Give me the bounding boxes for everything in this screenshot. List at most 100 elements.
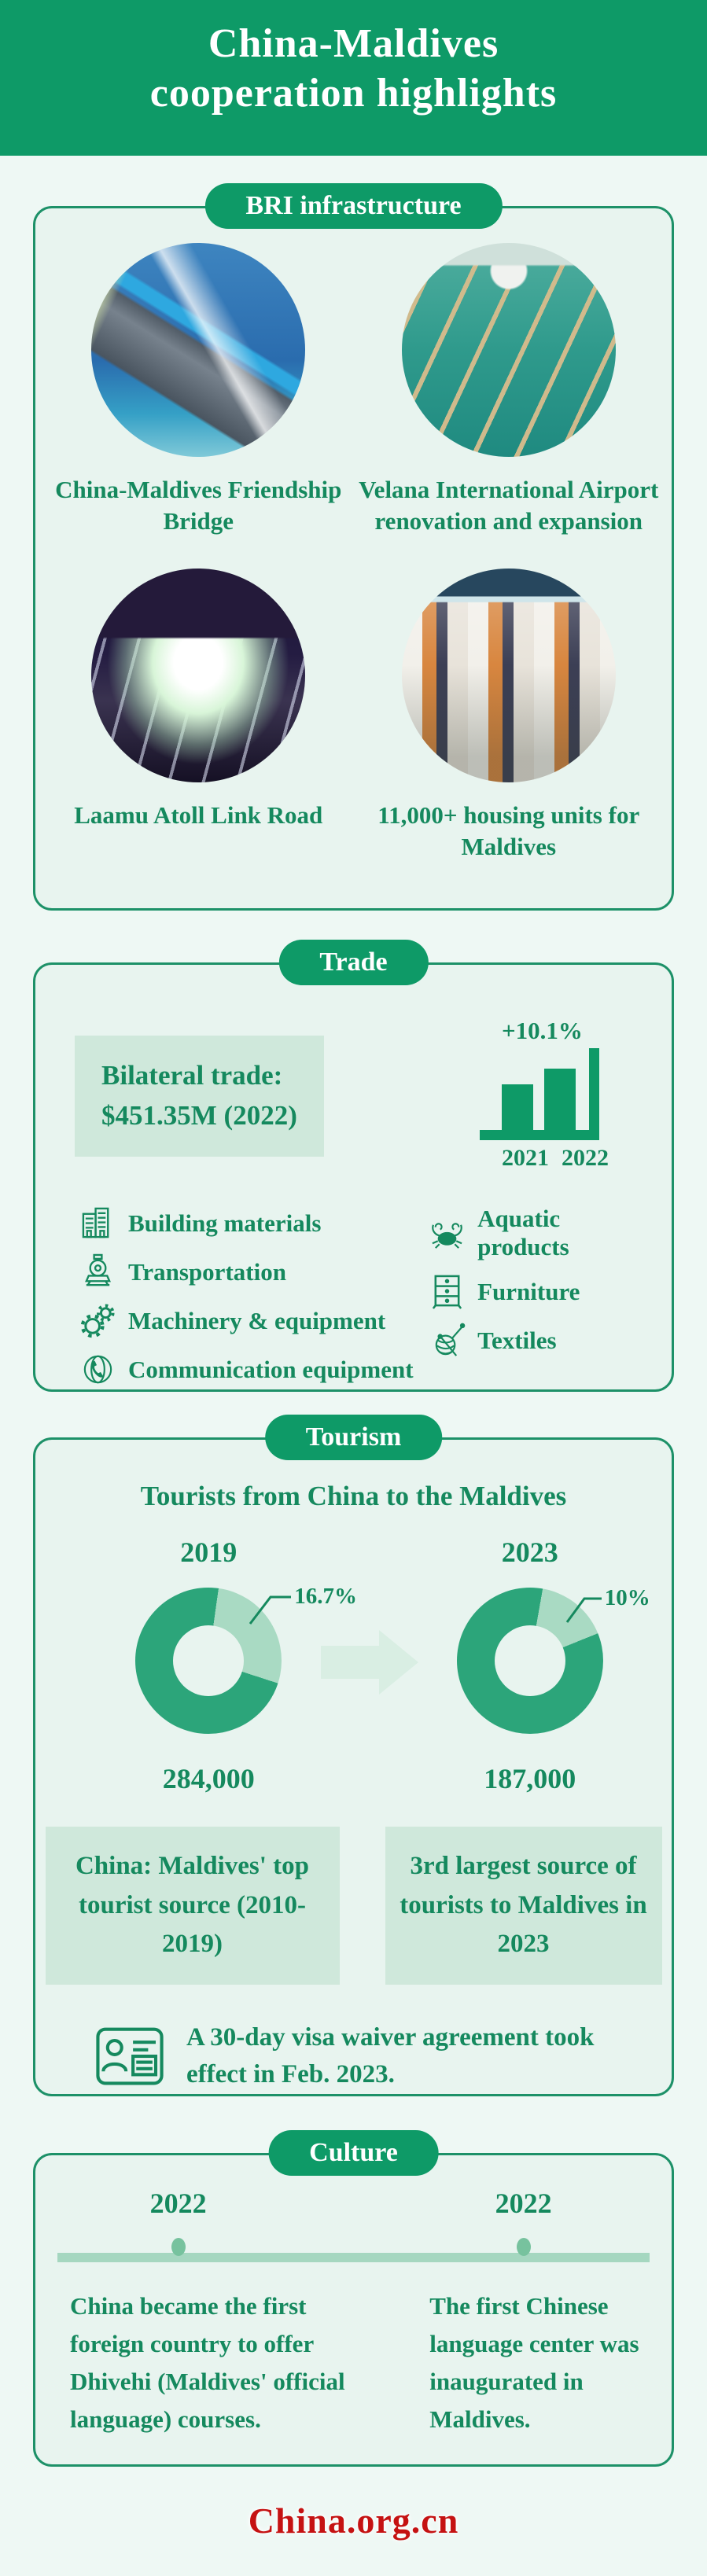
- culture-timeline: [57, 2236, 650, 2263]
- train-icon: [79, 1253, 116, 1290]
- trade-items-right-column: Aquatic products Furnitur: [429, 1205, 656, 1388]
- section-culture: Culture 2022 2022 China became the first…: [33, 2130, 674, 2467]
- trade-item-aquatic: Aquatic products: [429, 1205, 656, 1261]
- section-trade: Trade Bilateral trade: $451.35M (2022) +…: [33, 940, 674, 1392]
- culture-event-dhivehi: China became the first foreign country t…: [70, 2292, 345, 2434]
- bri-item-road: Laamu Atoll Link Road: [43, 569, 354, 867]
- culture-section-badge: Culture: [268, 2130, 439, 2177]
- tourism-notes-row: China: Maldives' top tourist source (201…: [35, 1827, 672, 1985]
- trade-item-label: Communication equipment: [128, 1355, 414, 1383]
- trade-items-left-column: Building materials Transportation: [79, 1205, 429, 1388]
- bilateral-trade-label: Bilateral trade:: [101, 1060, 283, 1091]
- tourism-heading: Tourists from China to the Maldives: [140, 1481, 567, 1511]
- note-third-largest-source: 3rd largest source of tourists to Maldiv…: [385, 1827, 662, 1985]
- donut-callout-2023: 10%: [564, 1585, 650, 1624]
- trade-item-building-materials: Building materials: [79, 1205, 429, 1242]
- tourism-card: Tourists from China to the Maldives 2019…: [33, 1437, 674, 2097]
- bilateral-trade-box: Bilateral trade: $451.35M (2022): [75, 1036, 324, 1157]
- timeline-dot-left: [171, 2238, 186, 2257]
- chart-horizontal-axis: [480, 1130, 599, 1140]
- bri-caption-road: Laamu Atoll Link Road: [74, 801, 323, 829]
- bar-label-2022: 2022: [562, 1145, 609, 1171]
- brand-logo: China.org.cn: [248, 2501, 459, 2541]
- trade-growth-label: +10.1%: [502, 1017, 583, 1044]
- bar-2022: [544, 1069, 576, 1130]
- arrow-head: [378, 1630, 418, 1695]
- drawers-icon: [429, 1273, 466, 1310]
- timeline-dot-right: [516, 2238, 531, 2257]
- laamu-link-road-photo: [91, 569, 306, 782]
- tourist-total-2019: 284,000: [162, 1763, 255, 1794]
- bri-section-badge: BRI infrastructure: [204, 183, 503, 229]
- bri-caption-housing: 11,000+ housing units for Maldives: [377, 801, 640, 860]
- culture-years-row: 2022 2022: [57, 2187, 650, 2225]
- section-tourism: Tourism Tourists from China to the Maldi…: [33, 1415, 674, 2097]
- bar-plot: [502, 1048, 599, 1130]
- arrow-shaft: [320, 1646, 379, 1679]
- bri-caption-airport: Velana International Airport renovation …: [359, 476, 659, 535]
- page-title: China-Maldives cooperation highlights: [0, 19, 707, 119]
- donut-year-2019: 2019: [180, 1536, 238, 1568]
- friendship-bridge-photo: [91, 243, 306, 457]
- housing-units-photo: [401, 569, 616, 782]
- donut-block-2023: 2023 10% 187,000: [418, 1536, 650, 1795]
- bri-item-airport: Velana International Airport renovation …: [354, 243, 665, 542]
- visa-note: A 30-day visa waiver agreement took effe…: [186, 2022, 595, 2089]
- tourist-total-2023: 187,000: [484, 1763, 576, 1794]
- trade-item-machinery: Machinery & equipment: [79, 1302, 429, 1339]
- building-icon: [79, 1205, 116, 1242]
- share-label-2023: 10%: [604, 1585, 650, 1610]
- trade-item-label: Textiles: [477, 1326, 557, 1354]
- trade-item-transportation: Transportation: [79, 1253, 429, 1290]
- trade-item-label: Machinery & equipment: [128, 1306, 386, 1334]
- donut-block-2019: 2019 16.7% 284,000: [97, 1536, 357, 1795]
- yarn-icon: [429, 1322, 466, 1359]
- culture-year-right: 2022: [495, 2188, 552, 2220]
- chart-vertical-axis: [589, 1048, 599, 1130]
- bri-card: China-Maldives Friendship Bridge Velana …: [33, 206, 674, 911]
- trade-item-label: Aquatic products: [477, 1205, 569, 1260]
- timeline-bar: [57, 2253, 650, 2263]
- culture-year-left: 2022: [149, 2188, 207, 2220]
- donut-callout-2019: 16.7%: [247, 1584, 357, 1625]
- donut-wrap-2023: 10%: [456, 1585, 650, 1734]
- velana-airport-photo: [401, 243, 616, 457]
- crab-icon: [429, 1215, 466, 1252]
- header-band: China-Maldives cooperation highlights: [0, 0, 707, 156]
- page-title-line1: China-Maldives: [208, 21, 499, 66]
- bar-2021: [502, 1084, 533, 1130]
- tourism-section-badge: Tourism: [264, 1415, 443, 1460]
- trade-item-textiles: Textiles: [429, 1322, 656, 1359]
- bri-item-housing: 11,000+ housing units for Maldives: [354, 569, 665, 867]
- note-top-tourist-source: China: Maldives' top tourist source (201…: [45, 1827, 340, 1985]
- donut-row: 2019 16.7% 284,000 2023: [35, 1512, 672, 1795]
- callout-line: [565, 1597, 602, 1623]
- trade-item-furniture: Furniture: [429, 1273, 656, 1310]
- bar-label-2021: 2021: [502, 1145, 549, 1171]
- trade-item-communication: Communication equipment: [79, 1351, 429, 1388]
- trade-bar-chart: +10.1% 2021 2022: [480, 1017, 609, 1172]
- trade-item-label: Furniture: [477, 1277, 580, 1305]
- bri-item-bridge: China-Maldives Friendship Bridge: [43, 243, 354, 542]
- telephone-globe-icon: [79, 1351, 116, 1388]
- arrow-right-icon: [320, 1630, 418, 1695]
- trade-item-label: Building materials: [128, 1209, 322, 1237]
- donut-year-2023: 2023: [501, 1536, 558, 1568]
- donut-chart-2023: [456, 1588, 603, 1734]
- bri-grid: China-Maldives Friendship Bridge Velana …: [43, 243, 664, 867]
- id-card-icon: [95, 2026, 164, 2087]
- trade-item-label: Transportation: [128, 1257, 286, 1286]
- culture-texts-row: China became the first foreign country t…: [35, 2262, 672, 2438]
- trade-card: Bilateral trade: $451.35M (2022) +10.1% …: [33, 962, 674, 1392]
- culture-card: 2022 2022 China became the first foreign…: [33, 2153, 674, 2467]
- gears-icon: [79, 1302, 116, 1339]
- page-title-line2: cooperation highlights: [149, 71, 558, 116]
- trade-section-badge: Trade: [278, 940, 429, 985]
- bri-caption-bridge: China-Maldives Friendship Bridge: [55, 476, 342, 535]
- visa-row: A 30-day visa waiver agreement took effe…: [35, 1985, 672, 2095]
- section-bri: BRI infrastructure China-Maldives Friend…: [33, 183, 674, 911]
- trade-top-row: Bilateral trade: $451.35M (2022) +10.1% …: [35, 965, 672, 1172]
- donut-chart-2019: [135, 1588, 282, 1734]
- share-label-2019: 16.7%: [294, 1584, 357, 1609]
